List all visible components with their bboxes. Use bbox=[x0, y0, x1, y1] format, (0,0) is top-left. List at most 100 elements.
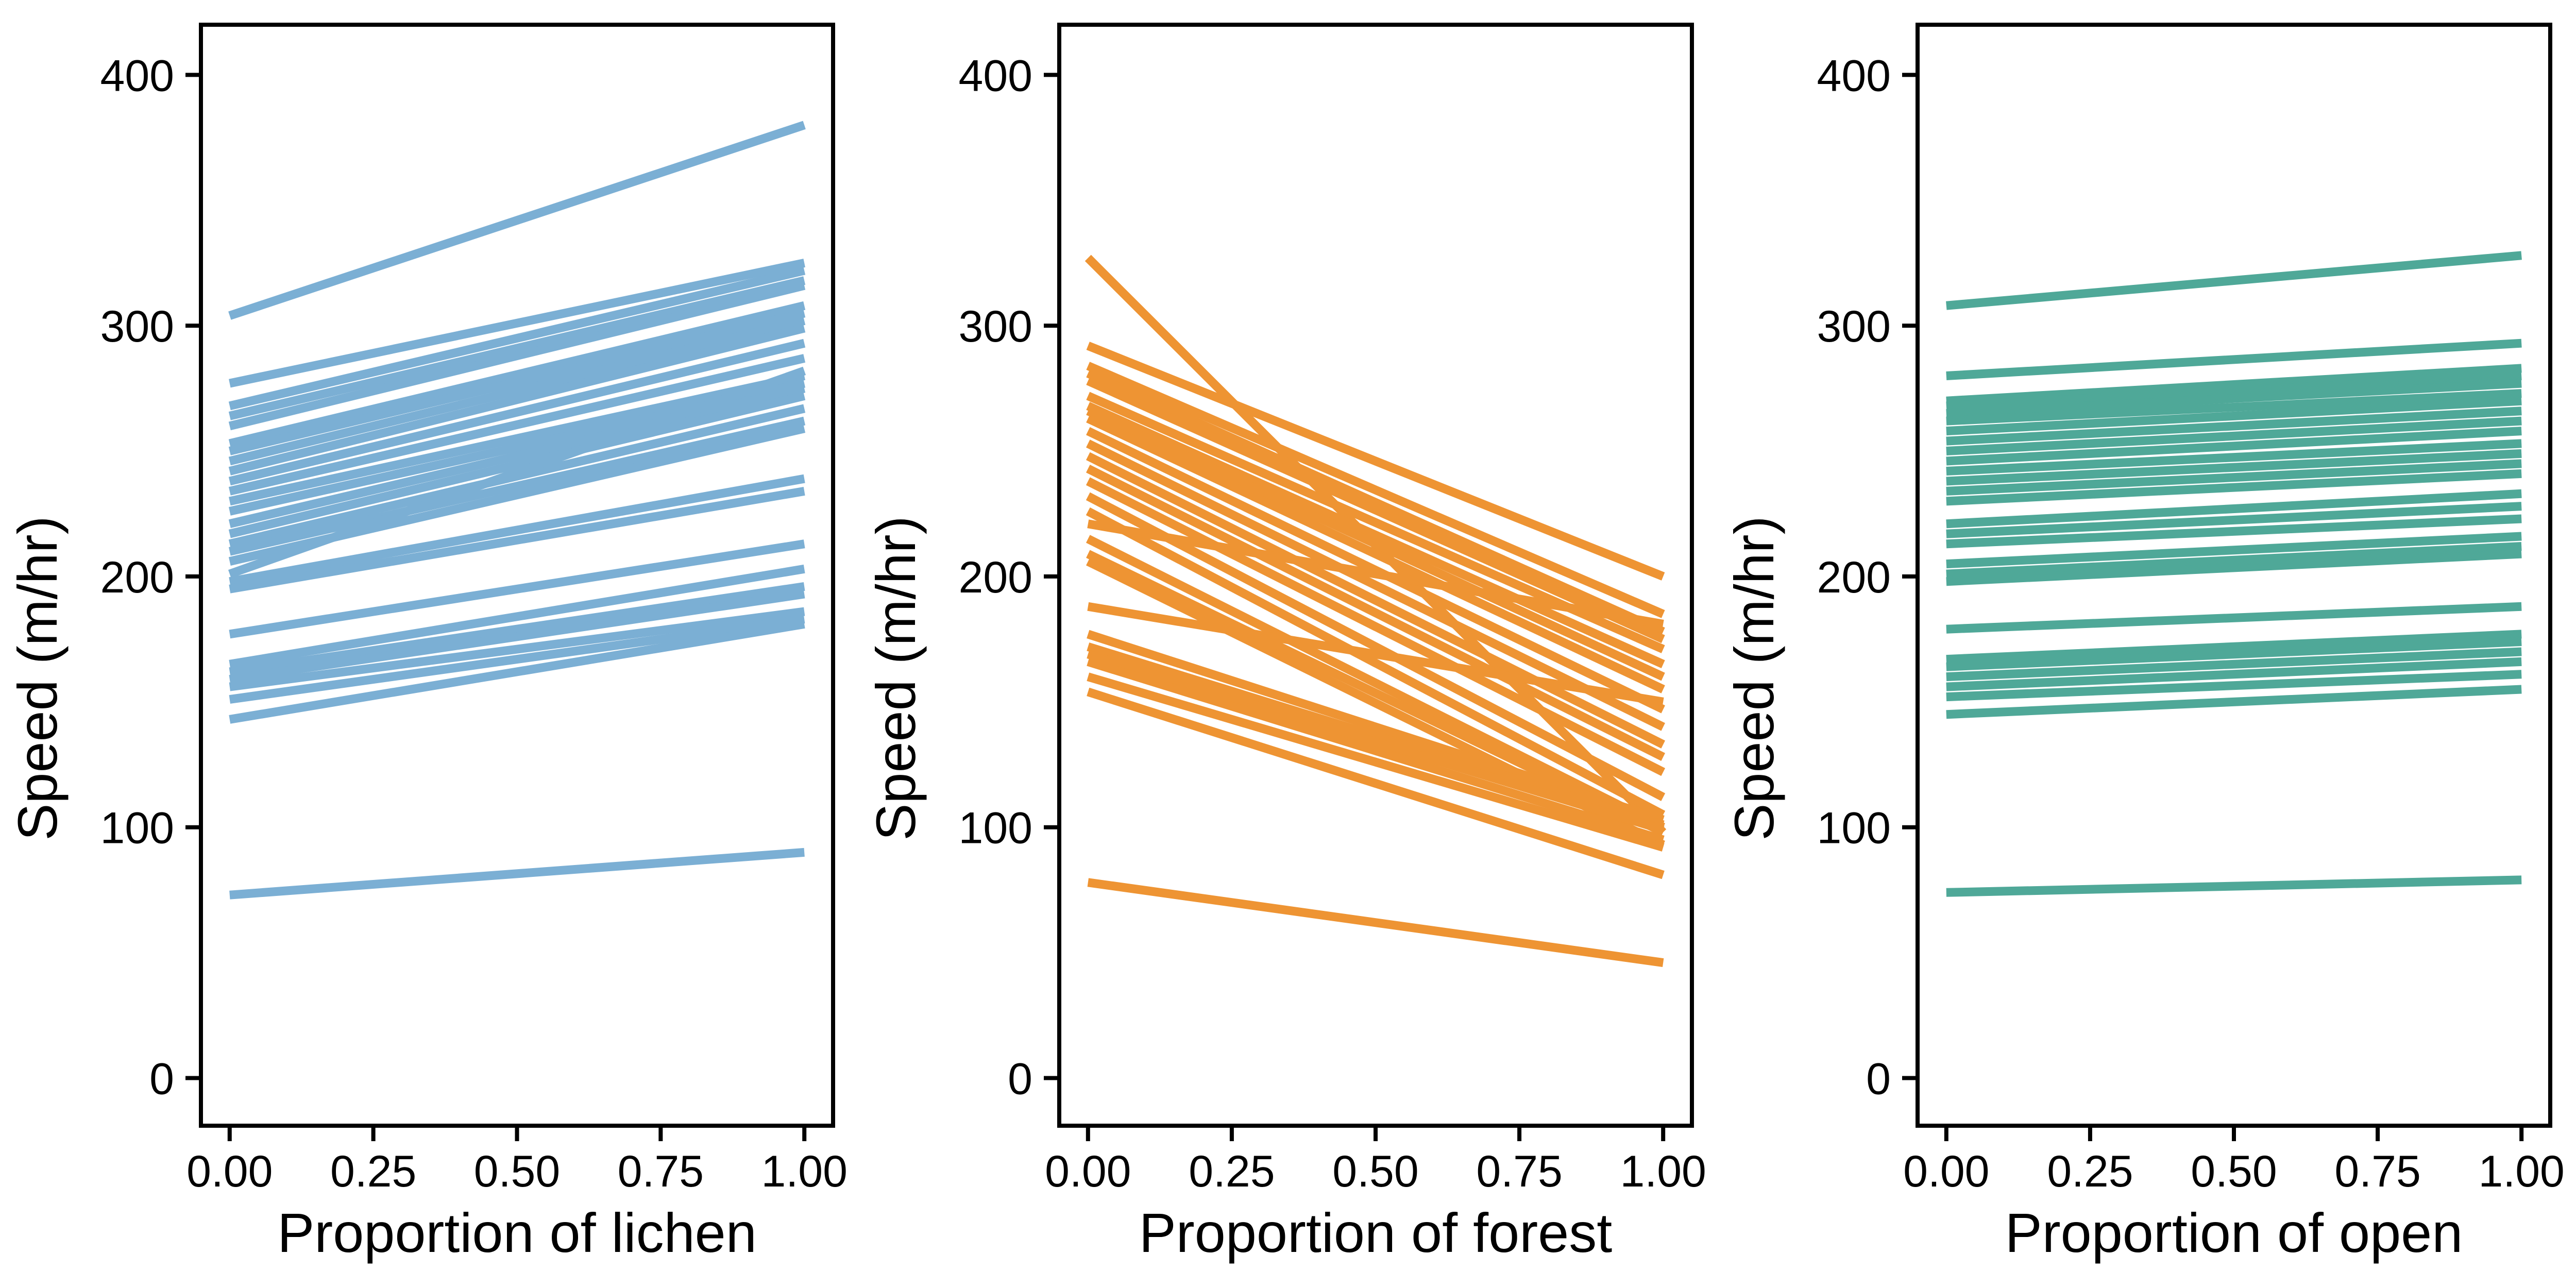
series-line-16 bbox=[1946, 502, 2522, 538]
series-line-8 bbox=[1946, 406, 2522, 446]
series-line-28 bbox=[229, 620, 805, 724]
series-line-17 bbox=[1087, 519, 1664, 629]
series-line-21 bbox=[1087, 602, 1664, 706]
y-tick-label: 0 bbox=[1866, 1055, 1891, 1104]
x-tick-label: 1.00 bbox=[761, 1147, 848, 1196]
series-line-2 bbox=[1946, 338, 2522, 380]
series-line-28 bbox=[1946, 875, 2522, 897]
series-line-21 bbox=[229, 487, 805, 594]
series-line-27 bbox=[229, 615, 805, 704]
series-line-9 bbox=[1946, 416, 2522, 455]
series-line-23 bbox=[1946, 637, 2522, 671]
x-tick-label: 0.75 bbox=[618, 1147, 704, 1196]
y-axis-title: Speed (m/hr) bbox=[865, 516, 927, 840]
series-line-8 bbox=[1086, 406, 1665, 681]
y-axis-title: Speed (m/hr) bbox=[1723, 516, 1785, 840]
series-line-15 bbox=[1086, 492, 1666, 801]
series-line-5 bbox=[1946, 379, 2522, 418]
series-line-27 bbox=[1946, 685, 2522, 719]
series-line-12 bbox=[1946, 449, 2522, 486]
series-line-13 bbox=[1086, 465, 1666, 761]
x-tick-label: 0.50 bbox=[474, 1147, 560, 1196]
series-line-23 bbox=[229, 564, 805, 669]
series-line-24 bbox=[1946, 647, 2522, 682]
x-tick-label: 0.50 bbox=[2191, 1147, 2277, 1196]
series-line-11 bbox=[1946, 439, 2522, 476]
series-line-9 bbox=[228, 324, 806, 476]
series-line-2 bbox=[1086, 342, 1665, 581]
x-axis-title: Proportion of lichen bbox=[277, 1201, 757, 1264]
series-line-19 bbox=[1946, 542, 2522, 579]
series-line-10 bbox=[1946, 427, 2522, 466]
series-line-26 bbox=[1946, 670, 2522, 702]
x-tick-label: 0.75 bbox=[2334, 1147, 2420, 1196]
series-line-14 bbox=[1086, 477, 1666, 776]
series-line-3 bbox=[228, 266, 806, 411]
series-line-14 bbox=[1946, 469, 2522, 506]
x-tick-label: 1.00 bbox=[2478, 1147, 2564, 1196]
series-line-23 bbox=[1087, 642, 1665, 829]
series-line-4 bbox=[1086, 369, 1665, 636]
series-line-29 bbox=[229, 848, 805, 900]
series-line-4 bbox=[228, 276, 806, 420]
series-line-15 bbox=[1946, 489, 2522, 529]
series-line-20 bbox=[229, 474, 805, 586]
series-line-13 bbox=[1946, 459, 2522, 496]
y-tick-label: 200 bbox=[959, 553, 1033, 602]
y-tick-label: 300 bbox=[1817, 302, 1891, 351]
series-line-8 bbox=[228, 316, 806, 466]
y-tick-label: 100 bbox=[959, 804, 1033, 853]
series-line-10 bbox=[228, 338, 806, 486]
y-tick-label: 100 bbox=[1817, 804, 1891, 853]
x-tick-label: 0.25 bbox=[330, 1147, 416, 1196]
series-line-5 bbox=[1086, 377, 1665, 643]
y-tick-label: 200 bbox=[100, 553, 175, 602]
series-line-24 bbox=[229, 582, 805, 676]
x-tick-label: 0.75 bbox=[1476, 1147, 1562, 1196]
series-line-19 bbox=[228, 366, 806, 579]
series-line-22 bbox=[1946, 630, 2522, 664]
y-tick-label: 400 bbox=[100, 51, 175, 100]
series-line-20 bbox=[1946, 549, 2522, 586]
y-axis-title: Speed (m/hr) bbox=[6, 516, 69, 840]
series-line-25 bbox=[229, 589, 805, 684]
y-tick-label: 0 bbox=[1008, 1055, 1032, 1104]
series-line-18 bbox=[1086, 535, 1666, 832]
x-tick-label: 0.00 bbox=[1903, 1147, 1989, 1196]
series-lines bbox=[1084, 255, 1667, 968]
y-tick-label: 200 bbox=[1817, 553, 1891, 602]
series-line-25 bbox=[1946, 657, 2522, 691]
x-tick-label: 0.00 bbox=[1045, 1147, 1131, 1196]
series-line-18 bbox=[1946, 532, 2522, 569]
series-line-25 bbox=[1087, 657, 1665, 844]
y-tick-label: 300 bbox=[100, 302, 175, 351]
series-line-21 bbox=[1946, 602, 2522, 634]
series-line-11 bbox=[228, 354, 806, 496]
series-line-11 bbox=[1086, 439, 1665, 731]
x-tick-label: 0.25 bbox=[1189, 1147, 1275, 1196]
series-line-12 bbox=[228, 371, 806, 506]
x-axis-title: Proportion of open bbox=[2005, 1201, 2463, 1264]
series-line-22 bbox=[1087, 630, 1665, 824]
series-line-7 bbox=[1946, 396, 2522, 436]
x-tick-label: 0.50 bbox=[1332, 1147, 1418, 1196]
series-line-12 bbox=[1086, 452, 1666, 749]
panel-open: 0 100 200 300 400 0.00 0.25 0.50 0.75 1.00 Proport… bbox=[1723, 23, 2565, 1264]
series-line-28 bbox=[1087, 878, 1664, 968]
series-line-9 bbox=[1086, 414, 1665, 693]
series-line-4 bbox=[1946, 371, 2522, 411]
series-line-6 bbox=[228, 301, 806, 448]
series-line-2 bbox=[229, 259, 805, 388]
panel-forest: 0 100 200 300 400 0.00 0.25 0.50 0.75 1.00Proport… bbox=[865, 23, 1706, 1264]
x-axis-title: Proportion of forest bbox=[1139, 1201, 1612, 1264]
x-tick-label: 0.25 bbox=[2047, 1147, 2133, 1196]
series-line-1 bbox=[1946, 251, 2522, 310]
series-line-22 bbox=[229, 539, 805, 639]
series-line-16 bbox=[1086, 507, 1666, 819]
series-line-17 bbox=[228, 416, 806, 556]
x-tick-label: 0.00 bbox=[187, 1147, 273, 1196]
y-tick-label: 300 bbox=[959, 302, 1033, 351]
series-line-1 bbox=[228, 121, 806, 320]
series-line-3 bbox=[1086, 362, 1665, 618]
